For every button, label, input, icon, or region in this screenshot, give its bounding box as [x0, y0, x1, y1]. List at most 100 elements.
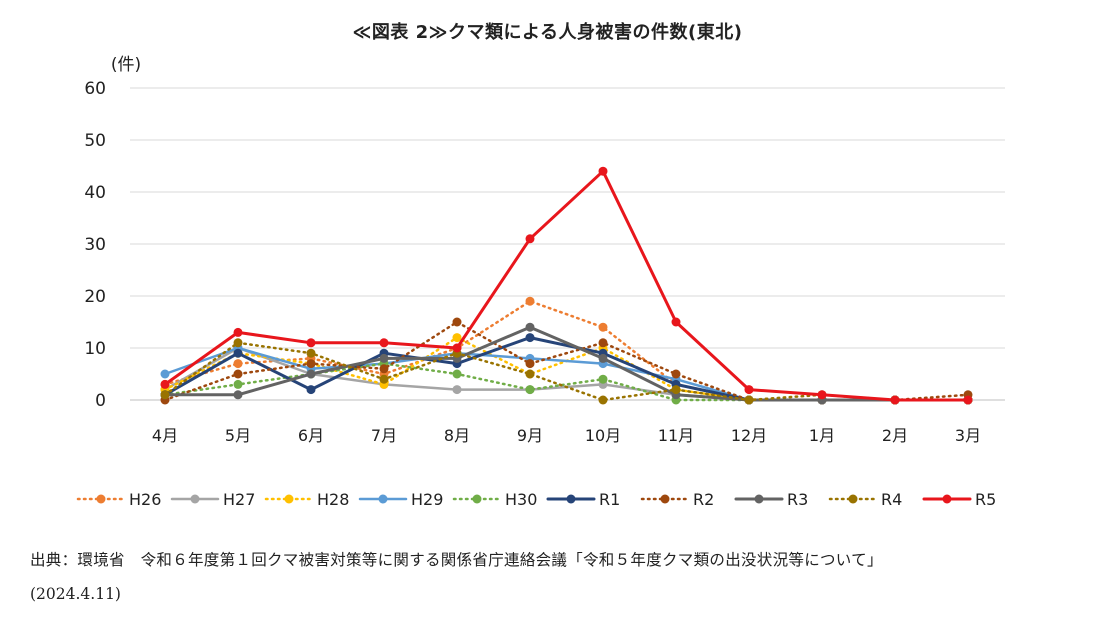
data-point	[452, 333, 462, 343]
source-citation: 出典：環境省 令和６年度第１回クマ被害対策等に関する関係省庁連絡会議「令和５年度…	[30, 551, 883, 569]
data-point	[452, 317, 462, 327]
data-point	[233, 327, 243, 337]
x-axis-tick-labels: 4月 5月 6月 7月 8月 9月 10月 11月 12月 1月 2月 3月	[152, 426, 981, 445]
series-r5	[160, 166, 973, 405]
x-tick-label: 5月	[225, 426, 251, 445]
data-point	[671, 385, 681, 395]
legend-item: H30	[452, 490, 537, 509]
legend-item: R4	[828, 490, 902, 509]
y-tick-label: 0	[95, 391, 106, 411]
data-point	[452, 385, 462, 395]
data-point	[306, 359, 316, 369]
x-tick-label: 1月	[809, 426, 835, 445]
legend-label: H26	[129, 490, 161, 509]
data-point	[379, 374, 389, 384]
data-point	[525, 359, 535, 369]
series-line	[163, 336, 970, 402]
legend-item: R2	[640, 490, 714, 509]
y-tick-label: 10	[84, 339, 106, 359]
data-point	[306, 385, 316, 395]
data-point	[233, 348, 243, 358]
legend-swatch-marker	[848, 494, 858, 504]
x-tick-label: 6月	[298, 426, 324, 445]
legend-item: R5	[922, 490, 996, 509]
legend-label: H30	[505, 490, 537, 509]
x-tick-label: 2月	[882, 426, 908, 445]
legend-swatch-marker	[566, 494, 576, 504]
legend-swatch-marker	[472, 494, 482, 504]
x-tick-label: 3月	[955, 426, 981, 445]
series-lines	[160, 166, 973, 405]
data-point	[525, 296, 535, 306]
legend-swatch-marker	[754, 494, 764, 504]
legend-item: R3	[734, 490, 808, 509]
data-point	[160, 390, 170, 400]
data-point	[525, 333, 535, 343]
legend-label: R4	[881, 490, 902, 509]
data-point	[671, 317, 681, 327]
legend-item: H26	[76, 490, 161, 509]
data-point	[379, 353, 389, 363]
x-tick-label: 7月	[371, 426, 397, 445]
legend-item: H29	[358, 490, 443, 509]
data-point	[744, 395, 754, 405]
data-point	[671, 369, 681, 379]
data-point	[160, 379, 170, 389]
data-point	[598, 374, 608, 384]
data-point	[160, 369, 170, 379]
x-tick-label: 4月	[152, 426, 178, 445]
x-tick-label: 9月	[517, 426, 543, 445]
y-tick-label: 40	[84, 183, 106, 203]
legend: H26 H27 H28 H29 H30 R1 R2 R3 R4 R5	[76, 490, 996, 509]
legend-label: H29	[411, 490, 443, 509]
source-date: (2024.4.11)	[30, 585, 121, 603]
data-point	[598, 338, 608, 348]
y-tick-label: 50	[84, 131, 106, 151]
series-line	[163, 341, 970, 402]
data-point	[525, 234, 535, 244]
data-point	[379, 338, 389, 348]
x-tick-label: 8月	[444, 426, 470, 445]
legend-swatch-marker	[190, 494, 200, 504]
legend-label: R3	[787, 490, 808, 509]
legend-item: H28	[264, 490, 349, 509]
data-point	[598, 395, 608, 405]
data-point	[598, 322, 608, 332]
data-point	[963, 395, 973, 405]
data-point	[598, 166, 608, 176]
series-line	[163, 336, 970, 402]
data-point	[233, 379, 243, 389]
legend-swatch-marker	[378, 494, 388, 504]
legend-label: R5	[975, 490, 996, 509]
legend-item: R1	[546, 490, 620, 509]
data-point	[598, 353, 608, 363]
data-point	[233, 338, 243, 348]
series-line	[163, 169, 970, 402]
x-tick-label: 12月	[731, 426, 767, 445]
y-tick-label: 60	[84, 79, 106, 99]
legend-label: H28	[317, 490, 349, 509]
legend-swatch-marker	[942, 494, 952, 504]
series-line	[163, 325, 970, 402]
data-point	[525, 385, 535, 395]
y-tick-label: 30	[84, 235, 106, 255]
data-point	[379, 364, 389, 374]
legend-swatch-marker	[96, 494, 106, 504]
data-point	[233, 369, 243, 379]
data-point	[744, 385, 754, 395]
x-tick-label: 10月	[585, 426, 621, 445]
data-point	[817, 390, 827, 400]
data-point	[525, 322, 535, 332]
series-line	[163, 346, 970, 402]
data-point	[525, 369, 535, 379]
series-line	[163, 299, 970, 402]
data-point	[452, 343, 462, 353]
legend-label: R1	[599, 490, 620, 509]
data-point	[890, 395, 900, 405]
y-tick-label: 20	[84, 287, 106, 307]
legend-label: R2	[693, 490, 714, 509]
data-point	[233, 359, 243, 369]
data-point	[233, 390, 243, 400]
data-point	[306, 348, 316, 358]
